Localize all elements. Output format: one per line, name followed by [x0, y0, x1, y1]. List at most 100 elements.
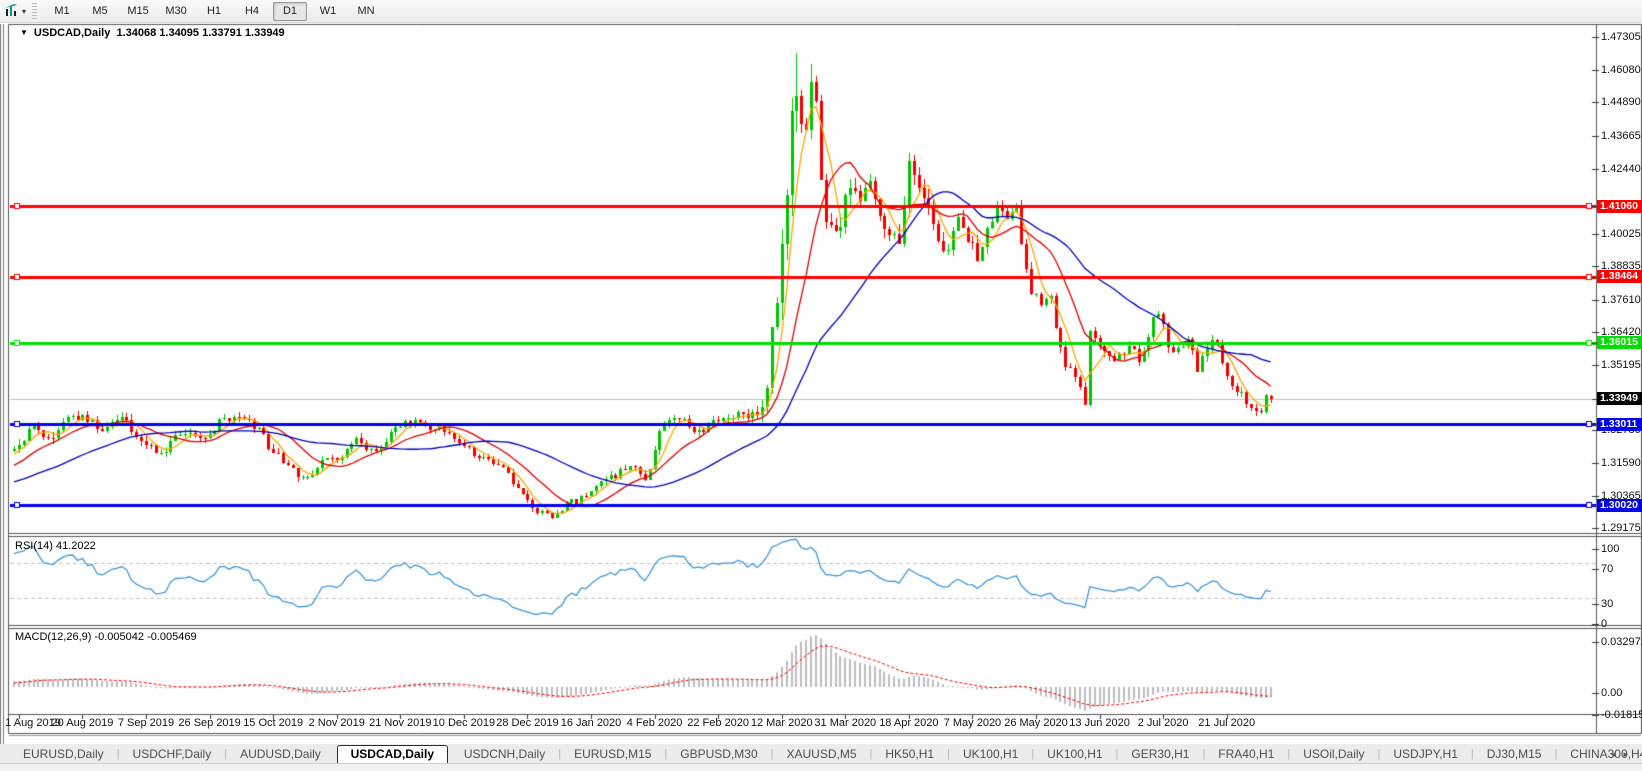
macd-tick-label: -0.018154	[1601, 709, 1642, 721]
price-tick-label: 1.47305	[1601, 31, 1641, 44]
date-tick-label: 28 Dec 2019	[496, 717, 559, 729]
date-tick-label: 18 Apr 2020	[879, 717, 939, 729]
date-tick-label: 10 Dec 2019	[432, 717, 496, 729]
rsi-tick-label: 30	[1601, 598, 1614, 610]
chart-tab-audusd-daily[interactable]: AUDUSD,Daily	[240, 747, 321, 761]
toolbar-drag-handle[interactable]	[32, 3, 38, 19]
date-tick-label: 4 Feb 2020	[626, 717, 683, 729]
chart-tab-usdcad-daily[interactable]: USDCAD,Daily	[336, 745, 448, 763]
date-tick-label: 26 Sep 2019	[178, 717, 241, 729]
tab-divider: |	[869, 748, 873, 760]
timeframe-button-d1[interactable]: D1	[273, 1, 308, 21]
date-tick-label: 22 Feb 2020	[687, 717, 750, 729]
timeframe-button-m5[interactable]: M5	[92, 4, 108, 17]
tab-divider: |	[1377, 748, 1381, 760]
rsi-tick-label: 70	[1601, 563, 1614, 575]
timeframe-toolbar: ▾ M1 M5 M15 M30 H1 H4 D1 W1 MN	[0, 0, 1642, 23]
hline-price-tag: 1.38464	[1597, 270, 1642, 284]
price-tick-label: 1.44890	[1601, 96, 1641, 109]
date-tick-label: 20 Aug 2019	[51, 717, 114, 729]
tab-divider: |	[1115, 748, 1119, 760]
price-tick-label: 1.46080	[1601, 64, 1641, 77]
macd-tick-label: 0.032972	[1601, 636, 1642, 648]
tab-scroll-left-icon: ◂	[1610, 749, 1624, 759]
chart-tab-usdcnh-daily[interactable]: USDCNH,Daily	[463, 747, 546, 761]
hline-price-tag: 1.30020	[1597, 498, 1642, 512]
date-tick-label: 13 Jun 2020	[1069, 717, 1130, 729]
timeframe-button-w1[interactable]: W1	[319, 4, 337, 17]
date-tick-label: 12 Mar 2020	[750, 717, 813, 729]
chart-tab-eurusd-m15[interactable]: EURUSD,M15	[574, 747, 652, 761]
date-tick-label: 26 May 2020	[1004, 717, 1068, 729]
date-tick-label: 21 Nov 2019	[369, 717, 432, 729]
status-bar	[0, 763, 1642, 771]
charts-menu-dropdown-icon[interactable]: ▾	[22, 6, 27, 16]
price-tick-label: 1.31590	[1601, 456, 1641, 469]
price-tick-label: 1.43665	[1601, 129, 1641, 142]
tab-divider: |	[558, 748, 562, 760]
hline-price-tag: 1.36015	[1597, 336, 1642, 350]
date-tick-label: 7 May 2020	[943, 717, 1002, 729]
tab-divider: |	[664, 748, 668, 760]
tab-scroll-right-icon: ▸	[1623, 749, 1636, 759]
timeframe-button-mn[interactable]: MN	[357, 4, 375, 17]
macd-tick-label: 0.00	[1601, 687, 1623, 699]
timeframe-button-m30[interactable]: M30	[165, 4, 187, 17]
price-tick-label: 1.35195	[1601, 359, 1641, 372]
chart-tab-bar: EURUSD,Daily | USDCHF,Daily | AUDUSD,Daily | U…	[0, 744, 1642, 763]
date-tick-label: 7 Sep 2019	[117, 717, 175, 729]
tab-divider: |	[116, 748, 120, 760]
date-tick-label: 15 Oct 2019	[243, 717, 304, 729]
rsi-indicator-label: RSI(14) 41.2022	[15, 540, 96, 552]
chart-tab-gbpusd-m30[interactable]: GBPUSD,M30	[680, 747, 758, 761]
chart-tab-eurusd-daily[interactable]: EURUSD,Daily	[23, 747, 104, 761]
date-tick-label: 2 Nov 2019	[308, 717, 365, 729]
chart-tab-uk100-h1[interactable]: UK100,H1	[1047, 747, 1103, 761]
tab-divider: |	[1202, 748, 1206, 760]
timeframe-button-m1[interactable]: M1	[54, 4, 70, 17]
tab-divider: |	[224, 748, 228, 760]
date-tick-label: 16 Jan 2020	[560, 717, 622, 729]
price-tick-label: 1.38835	[1601, 260, 1641, 273]
timeframe-button-h4[interactable]: H4	[244, 4, 260, 17]
tab-divider: |	[1287, 748, 1291, 760]
hline-price-tag: 1.33011	[1597, 417, 1642, 431]
hline-price-tag: 1.41060	[1597, 199, 1642, 213]
current-price-tag: 1.33949	[1597, 392, 1642, 406]
price-tick-label: 1.29175	[1601, 522, 1641, 535]
tab-divider: |	[1554, 748, 1558, 760]
price-tick-label: 1.40025	[1601, 228, 1641, 241]
price-tick-label: 1.36420	[1601, 325, 1641, 338]
timeframe-button-h1[interactable]: H1	[206, 4, 222, 17]
chart-tab-uk100-h1[interactable]: UK100,H1	[962, 747, 1019, 761]
chart-tab-usdjpy-h1[interactable]: USDJPY,H1	[1393, 747, 1458, 761]
rsi-tick-label: 0	[1601, 618, 1608, 630]
price-tick-label: 1.42440	[1601, 162, 1641, 175]
date-tick-label: 21 Jul 2020	[1198, 717, 1256, 729]
timeframe-button-m15[interactable]: M15	[127, 4, 149, 17]
chart-tab-ger30-h1[interactable]: GER30,H1	[1131, 747, 1190, 761]
chart-tab-xauusd-m5[interactable]: XAUUSD,M5	[786, 747, 857, 761]
date-tick-label: 2 Jul 2020	[1137, 717, 1189, 729]
price-tick-label: 1.37610	[1601, 293, 1641, 306]
rsi-tick-label: 100	[1601, 543, 1620, 555]
tab-divider: |	[1470, 748, 1474, 760]
tab-divider: |	[1031, 748, 1035, 760]
chart-symbol-title: USDCAD,Daily	[33, 27, 111, 39]
macd-indicator-label: MACD(12,26,9) -0.005042 -0.005469	[15, 631, 197, 643]
date-tick-label: 1 Aug 2019	[5, 717, 61, 729]
chart-tab-hk50-h1[interactable]: HK50,H1	[885, 747, 935, 761]
chart-tab-dj30-m15[interactable]: DJ30,M15	[1486, 747, 1542, 761]
chart-ohlc-values: 1.34068 1.34095 1.33791 1.33949	[116, 27, 285, 39]
chart-tab-china300-h4[interactable]: CHINA300,H4	[1570, 747, 1642, 761]
chart-title-arrow-icon[interactable]: ▼	[20, 28, 28, 37]
chart-tab-usoil-daily[interactable]: USOil,Daily	[1303, 747, 1365, 761]
chart-tab-fra40-h1[interactable]: FRA40,H1	[1218, 747, 1275, 761]
charts-menu-icon[interactable]	[2, 3, 22, 19]
tab-divider: |	[770, 748, 774, 760]
tab-scroll-arrows[interactable]: ◂▸	[1611, 749, 1636, 760]
date-tick-label: 31 Mar 2020	[814, 717, 877, 729]
chart-tab-usdchf-daily[interactable]: USDCHF,Daily	[132, 747, 212, 761]
